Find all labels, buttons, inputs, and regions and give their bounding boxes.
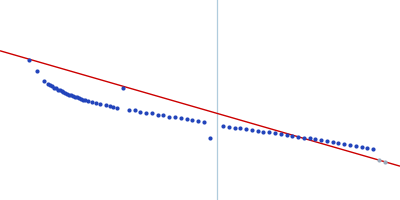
Point [85,100,92,103]
Point [272,132,278,135]
Point [254,129,261,132]
Point [283,133,290,137]
Point [289,134,296,137]
Point [382,161,388,164]
Point [52,87,59,90]
Point [154,113,161,116]
Point [358,145,365,149]
Point [56,89,63,92]
Point [178,117,184,120]
Point [237,127,244,130]
Point [143,111,149,114]
Point [62,91,68,95]
Point [312,138,318,141]
Point [78,97,84,100]
Point [64,92,70,95]
Point [266,131,272,134]
Point [301,136,307,139]
Point [102,103,109,107]
Point [70,95,76,98]
Point [26,58,32,61]
Point [76,96,82,99]
Point [126,108,132,111]
Point [260,130,267,133]
Point [330,140,336,144]
Point [306,137,313,140]
Point [220,124,226,127]
Point [364,146,370,150]
Point [243,128,249,131]
Point [120,87,126,90]
Point [58,90,65,93]
Point [376,158,382,161]
Point [149,112,155,115]
Point [66,93,72,96]
Point [335,141,342,145]
Point [41,79,48,82]
Point [80,98,86,102]
Point [60,91,67,94]
Point [189,119,196,122]
Point [318,139,324,142]
Point [89,100,96,103]
Point [370,148,376,151]
Point [49,85,55,88]
Point [160,114,167,117]
Point [232,126,238,129]
Point [249,128,255,132]
Point [166,115,172,118]
Point [74,96,80,99]
Point [206,137,213,140]
Point [97,102,103,105]
Point [278,133,284,136]
Point [341,142,348,145]
Point [195,120,201,123]
Point [51,86,57,89]
Point [352,144,359,147]
Point [72,95,78,98]
Point [106,104,113,107]
Point [114,106,120,109]
Point [93,101,99,104]
Point [54,88,61,91]
Point [347,143,353,147]
Point [295,135,301,139]
Point [183,118,190,121]
Point [45,82,51,85]
Point [68,94,74,97]
Point [33,70,40,73]
Point [226,125,232,129]
Point [201,121,207,124]
Point [82,98,88,102]
Point [137,110,144,113]
Point [47,84,53,87]
Point [132,109,138,112]
Point [172,116,178,119]
Point [110,105,117,109]
Point [324,140,330,143]
